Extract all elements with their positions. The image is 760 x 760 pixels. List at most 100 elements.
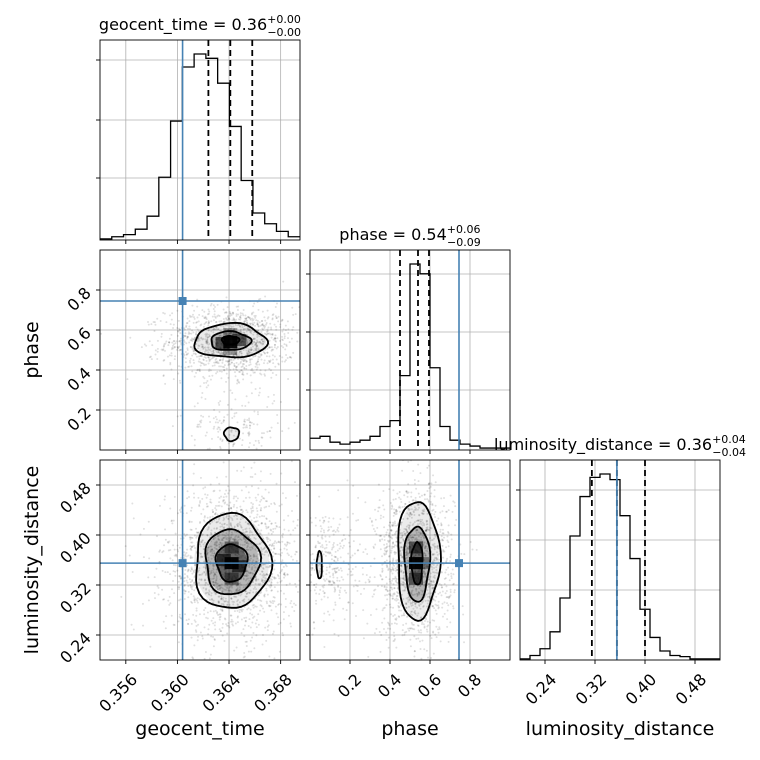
sample-point bbox=[301, 536, 303, 538]
sample-point bbox=[270, 336, 273, 339]
sample-point bbox=[228, 575, 231, 578]
sample-point bbox=[235, 589, 238, 592]
sample-point bbox=[252, 591, 255, 594]
sample-point bbox=[201, 345, 204, 348]
sample-point bbox=[281, 360, 284, 363]
sample-point bbox=[241, 444, 244, 447]
sample-point bbox=[382, 504, 385, 507]
sample-point bbox=[183, 341, 186, 344]
sample-point bbox=[250, 567, 253, 570]
sample-point bbox=[163, 598, 166, 601]
sample-point bbox=[217, 601, 220, 604]
sample-point bbox=[303, 559, 305, 561]
sample-point bbox=[274, 577, 277, 580]
sample-point bbox=[301, 588, 303, 590]
sample-point bbox=[387, 636, 390, 639]
sample-point bbox=[218, 618, 221, 621]
sample-point bbox=[405, 551, 408, 554]
sample-point bbox=[218, 504, 221, 507]
sample-point bbox=[253, 302, 256, 305]
sample-point bbox=[427, 483, 430, 486]
sample-point bbox=[242, 358, 245, 361]
sample-point bbox=[162, 550, 165, 553]
sample-point bbox=[334, 603, 337, 606]
sample-point bbox=[285, 565, 288, 568]
sample-point bbox=[400, 614, 403, 617]
sample-point bbox=[282, 618, 285, 621]
sample-point bbox=[242, 308, 245, 311]
sample-point bbox=[206, 336, 209, 339]
sample-point bbox=[432, 605, 435, 608]
sample-point bbox=[248, 559, 251, 562]
sample-point bbox=[220, 544, 223, 547]
sample-point bbox=[347, 601, 350, 604]
sample-point bbox=[183, 576, 186, 579]
sample-point bbox=[218, 410, 221, 413]
sample-point bbox=[209, 578, 212, 581]
sample-point bbox=[222, 604, 225, 607]
sample-point bbox=[263, 352, 266, 355]
sample-point bbox=[419, 585, 422, 588]
contour-line bbox=[222, 426, 241, 443]
sample-point bbox=[429, 526, 432, 529]
sample-point bbox=[425, 628, 428, 631]
sample-point bbox=[179, 511, 182, 514]
sample-point bbox=[395, 617, 398, 620]
sample-point bbox=[244, 590, 247, 593]
sample-point bbox=[394, 618, 397, 621]
sample-point bbox=[405, 557, 408, 560]
sample-point bbox=[217, 351, 220, 354]
sample-point bbox=[407, 524, 410, 527]
sample-point bbox=[392, 563, 395, 566]
sample-point bbox=[186, 336, 189, 339]
sample-point bbox=[178, 509, 181, 511]
sample-point bbox=[277, 315, 280, 318]
sample-point bbox=[245, 527, 248, 530]
sample-point bbox=[261, 436, 264, 439]
sample-point bbox=[212, 645, 215, 648]
sample-point bbox=[275, 316, 278, 319]
sample-point bbox=[198, 505, 201, 508]
sample-point bbox=[221, 525, 224, 528]
sample-point bbox=[237, 582, 240, 585]
sample-point bbox=[227, 442, 230, 445]
sample-point bbox=[260, 521, 263, 524]
sample-point bbox=[260, 330, 263, 333]
sample-point bbox=[172, 327, 175, 330]
sample-point bbox=[222, 419, 225, 422]
sample-point bbox=[193, 438, 196, 441]
sample-point bbox=[334, 556, 337, 559]
sample-point bbox=[417, 480, 420, 483]
sample-point bbox=[326, 317, 328, 319]
sample-point bbox=[255, 349, 258, 352]
sample-point bbox=[259, 509, 262, 512]
sample-point bbox=[235, 318, 238, 321]
sample-point bbox=[254, 578, 257, 581]
sample-point bbox=[209, 304, 212, 307]
sample-point bbox=[429, 503, 432, 506]
sample-point bbox=[230, 331, 233, 334]
sample-point bbox=[218, 539, 221, 542]
sample-point bbox=[205, 340, 208, 343]
sample-point bbox=[212, 308, 215, 311]
sample-point bbox=[423, 493, 426, 496]
sample-point bbox=[387, 646, 390, 649]
sample-point bbox=[218, 320, 221, 323]
sample-point bbox=[269, 600, 272, 603]
sample-point bbox=[295, 494, 298, 497]
sample-point bbox=[260, 605, 263, 608]
sample-point bbox=[218, 517, 221, 520]
sample-point bbox=[417, 553, 420, 556]
sample-point bbox=[167, 599, 170, 602]
sample-point bbox=[191, 545, 194, 548]
sample-point bbox=[177, 330, 180, 333]
sample-point bbox=[170, 614, 173, 617]
sample-point bbox=[240, 331, 243, 334]
sample-point bbox=[257, 355, 260, 358]
sample-point bbox=[450, 572, 453, 575]
sample-point bbox=[229, 523, 232, 526]
sample-point bbox=[263, 326, 266, 329]
sample-point bbox=[232, 325, 235, 328]
sample-point bbox=[253, 341, 256, 344]
sample-point bbox=[213, 364, 216, 367]
